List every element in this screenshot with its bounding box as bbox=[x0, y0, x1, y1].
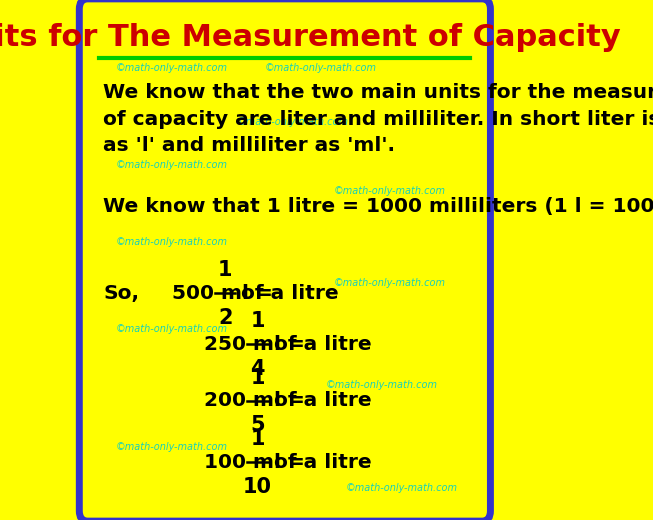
Text: 100 ml =: 100 ml = bbox=[204, 453, 312, 472]
Text: 1: 1 bbox=[218, 260, 232, 280]
Text: 1: 1 bbox=[250, 368, 264, 388]
Text: Units for The Measurement of Capacity: Units for The Measurement of Capacity bbox=[0, 23, 621, 52]
Text: 250 ml =: 250 ml = bbox=[204, 335, 312, 354]
Text: 2: 2 bbox=[218, 308, 232, 328]
Text: ©math-only-math.com: ©math-only-math.com bbox=[236, 117, 349, 127]
Text: ©math-only-math.com: ©math-only-math.com bbox=[116, 160, 228, 170]
Text: So,: So, bbox=[103, 284, 140, 303]
Text: 200 ml =: 200 ml = bbox=[204, 391, 312, 410]
Text: 500 ml =: 500 ml = bbox=[172, 284, 280, 303]
Text: ©math-only-math.com: ©math-only-math.com bbox=[264, 63, 377, 73]
Text: We know that 1 litre = 1000 milliliters (1 l = 1000 ml): We know that 1 litre = 1000 milliliters … bbox=[103, 197, 653, 216]
Text: ©math-only-math.com: ©math-only-math.com bbox=[345, 483, 457, 493]
Text: ©math-only-math.com: ©math-only-math.com bbox=[116, 237, 228, 247]
Text: of a litre: of a litre bbox=[274, 335, 371, 354]
Text: 10: 10 bbox=[243, 477, 272, 497]
Text: of a litre: of a litre bbox=[274, 453, 371, 472]
Text: We know that the two main units for the measurement
of capacity are liter and mi: We know that the two main units for the … bbox=[103, 83, 653, 155]
Text: 1: 1 bbox=[250, 311, 264, 331]
Text: of a litre: of a litre bbox=[242, 284, 339, 303]
Text: ©math-only-math.com: ©math-only-math.com bbox=[333, 278, 445, 288]
Text: 4: 4 bbox=[250, 359, 264, 379]
Text: ©math-only-math.com: ©math-only-math.com bbox=[116, 442, 228, 452]
Text: ©math-only-math.com: ©math-only-math.com bbox=[116, 63, 228, 73]
Text: 1: 1 bbox=[250, 429, 264, 449]
Text: ©math-only-math.com: ©math-only-math.com bbox=[116, 324, 228, 334]
Text: ©math-only-math.com: ©math-only-math.com bbox=[325, 381, 437, 391]
Text: ©math-only-math.com: ©math-only-math.com bbox=[333, 186, 445, 196]
FancyBboxPatch shape bbox=[79, 0, 490, 520]
Text: 5: 5 bbox=[250, 415, 264, 435]
Text: of a litre: of a litre bbox=[274, 391, 371, 410]
